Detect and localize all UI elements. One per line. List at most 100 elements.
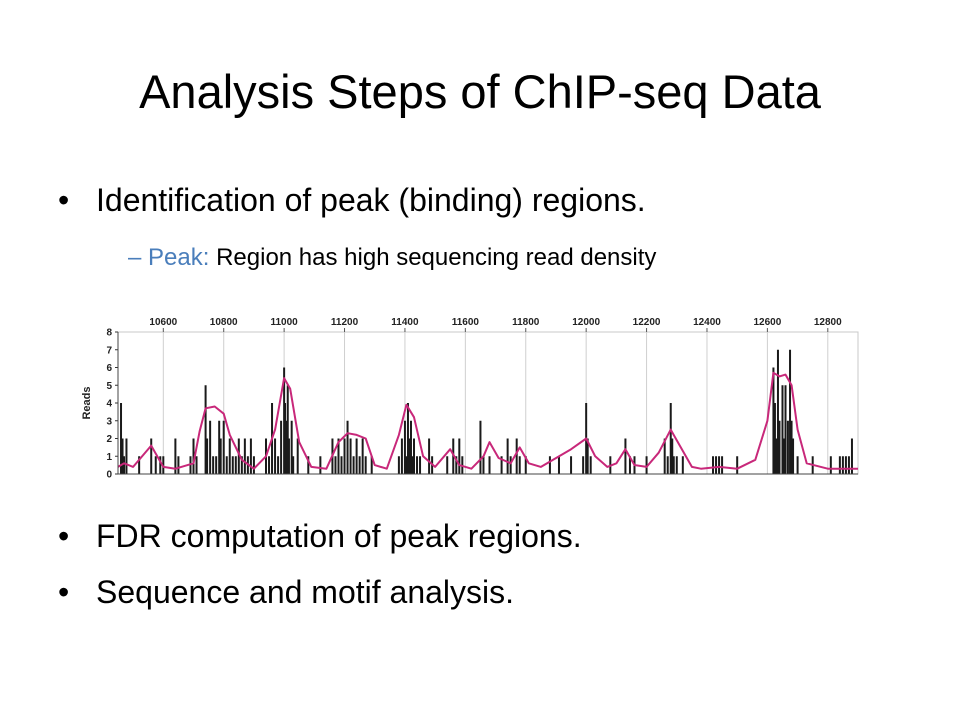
- read-bar: [319, 456, 322, 474]
- read-bar: [120, 403, 123, 474]
- read-bar: [403, 420, 406, 474]
- read-bar: [455, 456, 458, 474]
- plot-area: [117, 331, 859, 475]
- read-bar: [589, 456, 592, 474]
- read-bar: [847, 456, 850, 474]
- read-bar: [159, 456, 162, 474]
- sub-bullet-peak: – Peak: Region has high sequencing read …: [128, 243, 656, 273]
- read-bar: [518, 456, 521, 474]
- read-bar: [406, 403, 409, 474]
- read-bar: [252, 456, 255, 474]
- read-bar: [778, 420, 781, 474]
- x-tick-label: 11400: [391, 317, 419, 328]
- x-tick-label: 12400: [693, 317, 721, 328]
- read-bar: [582, 456, 585, 474]
- bullet-fdr: • FDR computation of peak regions.: [58, 516, 582, 556]
- read-bar: [285, 420, 288, 474]
- y-tick-label: 2: [106, 434, 112, 445]
- read-bar: [287, 438, 290, 474]
- read-bar: [672, 456, 675, 474]
- y-tick-label: 3: [106, 416, 112, 427]
- read-bar: [479, 420, 482, 474]
- read-bar: [274, 438, 277, 474]
- read-bar: [419, 456, 422, 474]
- read-bar: [712, 456, 715, 474]
- x-tick-label: 11800: [512, 317, 540, 328]
- read-bar: [413, 438, 415, 474]
- read-bar: [234, 456, 237, 474]
- read-bar: [219, 438, 222, 474]
- read-bar: [416, 456, 419, 474]
- read-bar: [222, 420, 225, 474]
- read-bar: [195, 456, 198, 474]
- bullet-dot: •: [58, 518, 70, 554]
- bullet-dot: •: [58, 182, 70, 218]
- y-tick-label: 1: [106, 452, 112, 463]
- x-tick-label: 11000: [270, 317, 298, 328]
- read-bar: [838, 456, 841, 474]
- read-bar: [154, 456, 157, 474]
- read-bar: [296, 438, 299, 474]
- y-tick-label: 7: [106, 345, 112, 356]
- read-bar: [671, 438, 674, 474]
- bullet-text: Identification of peak (binding) regions…: [96, 182, 646, 218]
- peak-definition: Region has high sequencing read density: [216, 244, 657, 271]
- read-bar: [506, 438, 509, 474]
- read-bar: [784, 385, 787, 474]
- read-bar: [125, 438, 128, 474]
- y-tick-label: 8: [106, 328, 112, 339]
- read-bar: [718, 456, 721, 474]
- read-bar: [358, 456, 361, 474]
- read-bar: [715, 456, 718, 474]
- read-bar: [775, 438, 778, 474]
- read-bar: [340, 456, 343, 474]
- read-bar: [277, 456, 280, 474]
- read-bar: [428, 438, 431, 474]
- read-bar: [663, 438, 666, 474]
- x-tick-label: 12000: [572, 317, 600, 328]
- read-bar: [397, 456, 400, 474]
- read-bar: [284, 403, 287, 474]
- bullet-text: FDR computation of peak regions.: [96, 518, 582, 554]
- read-bar: [500, 456, 503, 474]
- x-tick-label: 11200: [331, 317, 359, 328]
- read-bar: [488, 456, 491, 474]
- chart-canvas: 10600 10800 11000 11200 11400 11600 11800 12000…: [81, 317, 859, 481]
- y-axis-label: Reads: [81, 386, 93, 419]
- read-bar: [174, 438, 177, 474]
- read-bar: [352, 456, 355, 474]
- read-bar: [231, 456, 234, 474]
- sub-bullet-dash: –: [128, 244, 142, 271]
- read-bar: [123, 456, 126, 474]
- read-bar: [138, 456, 141, 474]
- x-tick-label: 10800: [210, 317, 238, 328]
- read-bar: [509, 456, 512, 474]
- read-bar: [292, 456, 295, 474]
- read-bar: [586, 438, 589, 474]
- read-bar: [204, 385, 207, 474]
- read-bar: [789, 349, 792, 474]
- read-bar: [237, 438, 240, 474]
- read-bar: [411, 456, 414, 474]
- y-tick-label: 4: [106, 399, 112, 410]
- read-bar: [781, 385, 784, 474]
- x-tick-label: 12600: [753, 317, 781, 328]
- chip-seq-read-chart: 10600 10800 11000 11200 11400 11600 11800 12000…: [78, 308, 860, 484]
- slide-title: Analysis Steps of ChIP-seq Data: [139, 65, 821, 118]
- read-bar: [772, 367, 775, 474]
- read-bar: [773, 403, 776, 474]
- read-bar: [624, 438, 627, 474]
- read-bar: [212, 456, 215, 474]
- read-bar: [645, 456, 648, 474]
- bullet-text: Sequence and motif analysis.: [96, 574, 515, 610]
- bullet-identification: • Identification of peak (binding) region…: [58, 180, 646, 220]
- read-bar: [400, 438, 403, 474]
- read-bar: [240, 456, 243, 474]
- read-bar: [792, 438, 795, 474]
- read-bar: [218, 420, 221, 474]
- read-bar: [409, 420, 412, 474]
- bullet-dot: •: [58, 574, 70, 610]
- read-bar: [280, 420, 283, 474]
- read-bar: [150, 438, 153, 474]
- x-tick-label: 10600: [149, 317, 177, 328]
